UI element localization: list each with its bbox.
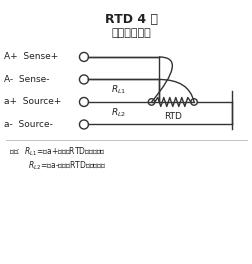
Text: $R_{L2}$=从a-端子到RTD的导线电阻: $R_{L2}$=从a-端子到RTD的导线电阻 bbox=[9, 159, 106, 172]
Text: A+  Sense+: A+ Sense+ bbox=[4, 53, 58, 62]
Text: $R_{L1}$: $R_{L1}$ bbox=[111, 84, 126, 96]
Text: RTD: RTD bbox=[163, 112, 181, 121]
Text: （精度最高）: （精度最高） bbox=[111, 28, 151, 38]
Text: 注意:  $R_{L1}$=从a+端子到RTD的导线电阻: 注意: $R_{L1}$=从a+端子到RTD的导线电阻 bbox=[9, 146, 105, 158]
Text: a-  Source-: a- Source- bbox=[4, 120, 53, 129]
Text: RTD 4 线: RTD 4 线 bbox=[105, 13, 158, 26]
Text: A-  Sense-: A- Sense- bbox=[4, 75, 49, 84]
Text: $R_{L2}$: $R_{L2}$ bbox=[111, 106, 126, 119]
Text: a+  Source+: a+ Source+ bbox=[4, 97, 61, 106]
